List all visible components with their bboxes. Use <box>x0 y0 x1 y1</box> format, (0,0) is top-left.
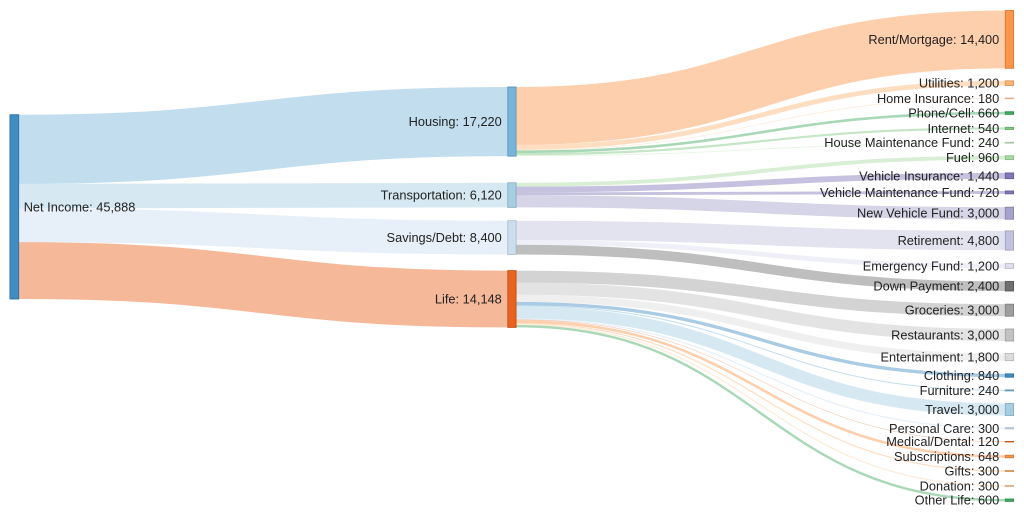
svg-text:Fuel: 960: Fuel: 960 <box>946 150 999 165</box>
svg-text:Net Income: 45,888: Net Income: 45,888 <box>24 199 136 214</box>
svg-text:Medical/Dental: 120: Medical/Dental: 120 <box>886 434 999 449</box>
svg-text:Clothing: 840: Clothing: 840 <box>924 368 999 383</box>
svg-text:Housing: 17,220: Housing: 17,220 <box>409 114 502 129</box>
svg-text:Home Insurance: 180: Home Insurance: 180 <box>877 91 999 106</box>
svg-text:Groceries: 3,000: Groceries: 3,000 <box>905 303 1000 318</box>
svg-text:Rent/Mortgage: 14,400: Rent/Mortgage: 14,400 <box>868 32 999 47</box>
svg-text:Personal Care: 300: Personal Care: 300 <box>889 421 999 436</box>
svg-text:Emergency Fund: 1,200: Emergency Fund: 1,200 <box>863 258 1000 273</box>
svg-text:Subscriptions: 648: Subscriptions: 648 <box>894 449 999 464</box>
svg-text:Retirement: 4,800: Retirement: 4,800 <box>898 233 1000 248</box>
svg-text:Donation: 300: Donation: 300 <box>920 478 1000 493</box>
svg-text:Savings/Debt: 8,400: Savings/Debt: 8,400 <box>387 230 502 245</box>
svg-text:Restaurants: 3,000: Restaurants: 3,000 <box>891 327 999 342</box>
svg-text:Travel: 3,000: Travel: 3,000 <box>925 402 999 417</box>
svg-text:Phone/Cell: 660: Phone/Cell: 660 <box>908 106 999 121</box>
svg-text:House Maintenance Fund: 240: House Maintenance Fund: 240 <box>824 135 999 150</box>
svg-text:Down Payment: 2,400: Down Payment: 2,400 <box>873 279 999 294</box>
svg-text:Other Life: 600: Other Life: 600 <box>915 493 1000 508</box>
svg-text:Vehicle Maintenance Fund: 720: Vehicle Maintenance Fund: 720 <box>820 185 999 200</box>
svg-text:Transportation: 6,120: Transportation: 6,120 <box>381 188 502 203</box>
svg-text:Entertainment: 1,800: Entertainment: 1,800 <box>880 350 999 365</box>
svg-text:Life: 14,148: Life: 14,148 <box>435 291 502 306</box>
svg-text:New Vehicle Fund: 3,000: New Vehicle Fund: 3,000 <box>857 206 999 221</box>
svg-text:Furniture: 240: Furniture: 240 <box>920 383 1000 398</box>
svg-text:Gifts: 300: Gifts: 300 <box>945 463 1000 478</box>
svg-text:Utilities: 1,200: Utilities: 1,200 <box>919 76 999 91</box>
svg-text:Internet: 540: Internet: 540 <box>927 121 999 136</box>
svg-text:Vehicle Insurance: 1,440: Vehicle Insurance: 1,440 <box>859 168 999 183</box>
